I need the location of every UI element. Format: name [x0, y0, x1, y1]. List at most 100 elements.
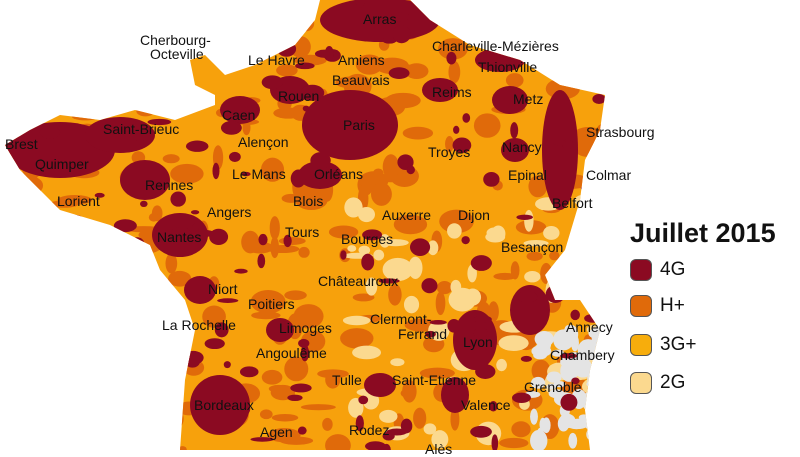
4g-area	[361, 253, 375, 271]
no-coverage-area	[584, 417, 592, 429]
4g-area	[421, 278, 438, 294]
2g-area	[408, 256, 423, 279]
4g-area	[154, 317, 162, 323]
hplus-area	[8, 350, 45, 359]
hplus-area	[251, 311, 281, 320]
hplus-area	[419, 367, 455, 379]
4g-area	[553, 139, 567, 146]
city-label: Le Mans	[232, 166, 286, 182]
hplus-area	[261, 369, 283, 385]
city-label: Strasbourg	[586, 124, 655, 140]
city-label: Annecy	[566, 319, 613, 335]
4g-area	[184, 276, 216, 304]
no-coverage-area	[586, 427, 602, 442]
4g-area	[190, 210, 200, 215]
hplus-area	[435, 291, 446, 316]
hplus-area	[259, 409, 273, 420]
4g-area	[300, 344, 310, 362]
2g-area	[344, 197, 363, 218]
4g-area	[473, 327, 488, 339]
legend-label: H+	[660, 295, 685, 316]
hplus-area	[587, 33, 605, 42]
hplus-area	[298, 246, 310, 258]
2g-area	[382, 257, 414, 282]
hplus-area	[136, 105, 155, 117]
hplus-area	[436, 281, 453, 295]
legend-label: 2G	[660, 372, 686, 393]
4g-area	[364, 373, 396, 397]
4g-area	[234, 268, 248, 274]
hplus-area	[153, 75, 185, 87]
city-label: Octeville	[150, 46, 204, 62]
2g-area	[342, 315, 371, 326]
hplus-area	[499, 437, 529, 449]
hplus-area	[16, 176, 44, 195]
hplus-area	[148, 213, 159, 222]
4g-area	[197, 5, 222, 16]
4g-area	[452, 137, 472, 153]
hplus-area	[56, 218, 77, 229]
hplus-area	[439, 209, 474, 234]
hplus-area	[526, 251, 543, 261]
4g-area	[5, 223, 9, 231]
4g-area	[447, 319, 461, 333]
city-label: Thionville	[478, 59, 538, 75]
hplus-area	[590, 224, 600, 239]
4g-area	[239, 366, 259, 378]
2g-area	[403, 295, 420, 314]
hplus-area	[268, 384, 290, 393]
no-coverage-area	[557, 415, 570, 432]
legend-swatch	[630, 372, 652, 394]
4g-area	[542, 90, 578, 210]
hplus-area	[540, 262, 553, 284]
4g-area	[140, 200, 148, 208]
hplus-area	[528, 175, 548, 198]
4g-area	[446, 51, 457, 65]
legend-swatch	[630, 334, 652, 356]
4g-area	[382, 37, 397, 44]
2g-area	[498, 335, 529, 351]
4g-area	[488, 401, 498, 412]
4g-area	[113, 219, 137, 233]
hplus-area	[585, 35, 605, 60]
hplus-area	[70, 313, 96, 339]
4g-area	[183, 350, 204, 365]
4g-area	[520, 355, 532, 362]
hplus-area	[62, 324, 95, 332]
4g-area	[453, 125, 460, 134]
hplus-area	[42, 392, 53, 401]
4g-area	[470, 425, 492, 438]
hplus-area	[84, 67, 100, 84]
4g-area	[46, 427, 69, 440]
4g-area	[204, 338, 225, 350]
4g-area	[241, 171, 251, 177]
hplus-area	[40, 45, 54, 53]
hplus-area	[168, 270, 192, 287]
4g-area	[587, 0, 599, 12]
hplus-area	[165, 253, 178, 274]
2g-area	[588, 403, 597, 425]
2g-area	[431, 430, 449, 449]
city-label: Besançon	[501, 239, 564, 255]
city-label: La Rochelle	[162, 317, 236, 333]
4g-area	[147, 118, 172, 126]
4g-area	[5, 336, 16, 347]
4g-area	[560, 393, 578, 411]
2g-area	[543, 226, 560, 240]
no-coverage-area	[560, 360, 578, 382]
city-label: Saint-Etienne	[392, 372, 477, 388]
hplus-area	[505, 73, 524, 88]
hplus-area	[42, 329, 71, 340]
hplus-area	[352, 293, 375, 302]
4g-area	[220, 121, 242, 135]
4g-area	[258, 233, 268, 246]
4g-area	[545, 285, 566, 303]
4g-area	[191, 223, 199, 241]
hplus-area	[598, 76, 605, 84]
hplus-area	[158, 12, 189, 29]
city-label: Reims	[432, 84, 472, 100]
city-label: Auxerre	[382, 207, 432, 223]
hplus-area	[208, 0, 224, 20]
4g-area	[355, 415, 364, 432]
4g-area	[129, 237, 145, 253]
